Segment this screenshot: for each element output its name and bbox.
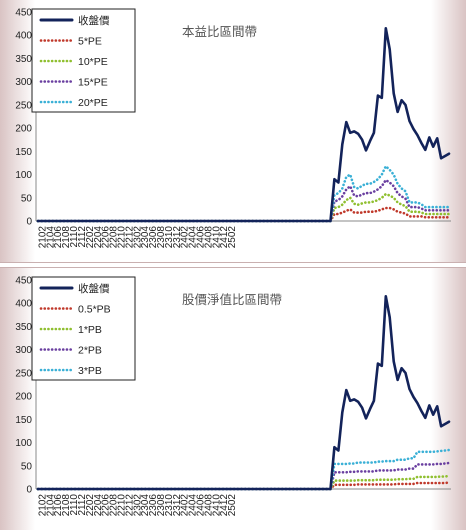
x-tick-label: 2402	[180, 494, 191, 517]
x-tick-label: 2406	[196, 494, 207, 517]
x-tick-label: 2306	[148, 226, 159, 249]
y-tick-label: 100	[15, 170, 32, 181]
legend-label: 20*PE	[78, 97, 108, 109]
x-tick-label: 2302	[132, 226, 143, 249]
y-tick-label: 350	[15, 322, 32, 333]
x-tick-label: 2104	[45, 494, 56, 517]
y-tick-label: 450	[15, 8, 32, 19]
y-tick-label: 0	[26, 217, 32, 228]
x-tick-label: 2402	[180, 226, 191, 249]
x-tick-label: 2204	[93, 494, 104, 517]
x-tick-label: 2408	[203, 226, 214, 249]
y-tick-label: 300	[15, 345, 32, 356]
x-tick-label: 2202	[85, 494, 96, 517]
chart-title: 股價淨值比區間帶	[182, 292, 282, 307]
x-tick-label: 2208	[109, 226, 120, 249]
series-line-3	[36, 461, 451, 491]
legend-label: 10*PE	[78, 56, 108, 68]
y-tick-label: 300	[15, 77, 32, 88]
x-tick-label: 2104	[45, 226, 56, 249]
x-tick-label: 2502	[227, 226, 238, 249]
x-tick-label: 2210	[116, 226, 127, 249]
x-tick-label: 2410	[211, 226, 222, 249]
x-tick-label: 2312	[172, 226, 183, 249]
x-tick-label: 2206	[101, 494, 112, 517]
series-line-3	[36, 178, 451, 223]
x-tick-label: 2212	[124, 226, 135, 249]
x-tick-label: 2308	[156, 226, 167, 249]
x-tick-label: 2310	[164, 494, 175, 517]
x-tick-label: 2312	[172, 494, 183, 517]
x-tick-label: 2412	[219, 226, 230, 249]
legend-label: 1*PB	[78, 324, 102, 336]
x-tick-label: 2408	[203, 494, 214, 517]
x-tick-label: 2106	[53, 494, 64, 517]
x-tick-label: 2204	[93, 226, 104, 249]
series-line-1	[36, 481, 451, 491]
legend-label: 收盤價	[78, 282, 110, 295]
y-tick-label: 200	[15, 124, 32, 135]
series-line-2	[36, 192, 451, 223]
x-tick-label: 2304	[140, 494, 151, 517]
x-tick-label: 2308	[156, 494, 167, 517]
x-tick-label: 2502	[227, 494, 238, 517]
x-tick-label: 2102	[37, 226, 48, 249]
y-tick-label: 250	[15, 368, 32, 379]
x-tick-label: 2412	[219, 494, 230, 517]
pe-band-chart-panel: 0 50 100 150 200 250 300 350 400 450 2102 2104 2106 2…	[0, 0, 466, 263]
pb-band-chart-panel: 0 50 100 150 200 250 300 350 400 450 2102 2104 2106 2…	[0, 267, 466, 530]
x-tick-label: 2206	[101, 226, 112, 249]
y-tick-label: 150	[15, 415, 32, 426]
pe-band-chart: 0501001502002503003504004502102210421062…	[15, 8, 451, 249]
pb-band-chart: 0501001502002503003504004502102210421062…	[15, 276, 451, 517]
series-line-0	[36, 26, 451, 223]
y-tick-label: 50	[21, 193, 33, 204]
y-tick-label: 400	[15, 299, 32, 310]
legend-label: 2*PB	[78, 345, 102, 357]
series-line-4	[36, 164, 451, 223]
legend-label: 3*PB	[78, 365, 102, 377]
x-tick-label: 2202	[85, 226, 96, 249]
legend-label: 收盤價	[78, 14, 110, 27]
x-tick-label: 2110	[69, 494, 80, 516]
x-tick-label: 2108	[61, 494, 72, 517]
legend: 收盤價 5*PE 10*PE 15*PE 20*PE	[31, 8, 136, 113]
x-tick-label: 2212	[124, 494, 135, 517]
series-line-0	[36, 294, 451, 491]
y-tick-label: 100	[15, 438, 32, 449]
y-tick-label: 50	[21, 461, 33, 472]
y-tick-label: 200	[15, 392, 32, 403]
x-tick-label: 2310	[164, 226, 175, 249]
x-tick-label: 2406	[196, 226, 207, 249]
legend: 收盤價 0.5*PB 1*PB 2*PB 3*PB	[31, 276, 136, 381]
legend-label: 15*PE	[78, 77, 108, 89]
x-tick-label: 2106	[53, 226, 64, 249]
y-tick-label: 400	[15, 31, 32, 42]
y-tick-label: 0	[26, 485, 32, 496]
x-tick-label: 2306	[148, 494, 159, 517]
x-tick-label: 2410	[211, 494, 222, 517]
x-tick-label: 2404	[188, 226, 199, 249]
chart-title: 本益比區間帶	[182, 25, 257, 39]
x-tick-label: 2108	[61, 226, 72, 249]
x-tick-label: 2404	[188, 494, 199, 517]
x-tick-label: 2112	[77, 494, 88, 516]
legend-label: 0.5*PB	[78, 304, 111, 316]
x-tick-label: 2304	[140, 226, 151, 249]
y-tick-label: 350	[15, 54, 32, 65]
x-tick-label: 2110	[69, 226, 80, 248]
x-tick-label: 2208	[109, 494, 120, 517]
y-tick-label: 450	[15, 276, 32, 287]
legend-label: 5*PE	[78, 36, 102, 48]
y-tick-label: 150	[15, 147, 32, 158]
x-tick-label: 2102	[37, 494, 48, 517]
x-tick-label: 2112	[77, 226, 88, 248]
x-tick-label: 2210	[116, 494, 127, 517]
series-line-1	[36, 206, 451, 223]
x-tick-label: 2302	[132, 494, 143, 517]
series-line-2	[36, 474, 451, 491]
y-tick-label: 250	[15, 100, 32, 111]
